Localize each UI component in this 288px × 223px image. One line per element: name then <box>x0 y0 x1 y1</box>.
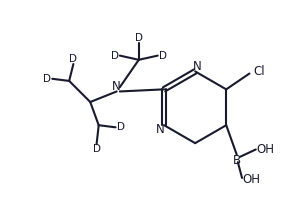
Text: OH: OH <box>242 173 261 186</box>
Text: D: D <box>43 74 51 84</box>
Text: D: D <box>111 51 119 61</box>
Text: D: D <box>69 54 77 64</box>
Text: Cl: Cl <box>253 65 265 78</box>
Text: N: N <box>156 123 164 136</box>
Text: OH: OH <box>256 143 274 156</box>
Text: D: D <box>135 33 143 43</box>
Text: D: D <box>92 145 101 155</box>
Text: B: B <box>233 153 241 167</box>
Text: D: D <box>159 51 167 61</box>
Text: N: N <box>193 60 202 73</box>
Text: N: N <box>112 80 121 93</box>
Text: D: D <box>117 122 125 132</box>
